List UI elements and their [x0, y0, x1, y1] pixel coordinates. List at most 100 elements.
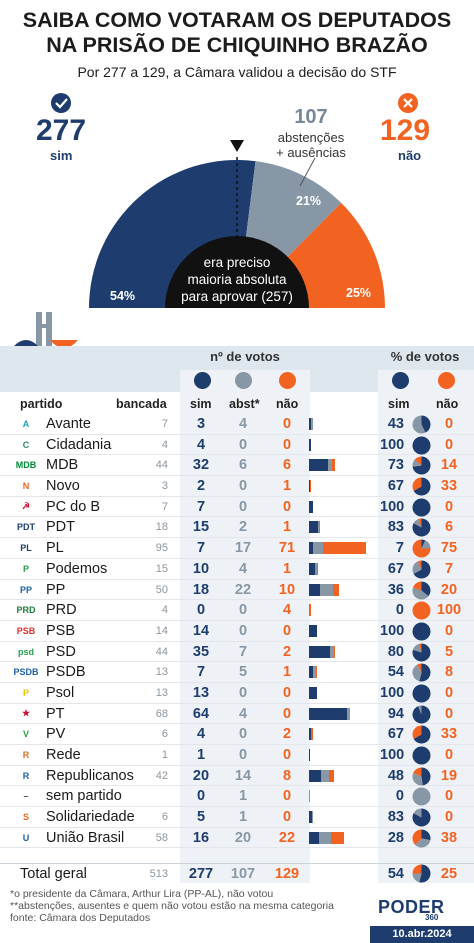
bar-segment-nao — [310, 480, 311, 493]
pie-slice-sim — [413, 725, 431, 744]
party-logo-icon: P — [22, 563, 29, 574]
pie-slice-abst — [418, 705, 422, 715]
table-row: ☭ PC do B 7 7 0 0 100 0 — [0, 497, 474, 518]
party-pct-nao: 20 — [440, 581, 458, 598]
abst-pct-label: 21% — [296, 194, 322, 208]
bar-segment-sim — [309, 583, 320, 596]
party-bancada: 1 — [161, 749, 168, 761]
party-pct-nao: 5 — [444, 643, 454, 660]
party-name: Psol — [46, 684, 75, 701]
pct-nao-dot-icon — [438, 372, 455, 389]
party-sim: 2 — [196, 478, 206, 495]
party-nao: 0 — [282, 622, 292, 639]
party-bancada: 4 — [161, 604, 168, 617]
total-pct-sim: 54 — [387, 866, 404, 882]
bar-segment-abst — [321, 769, 330, 782]
pie-slice-sim — [412, 684, 431, 703]
table-row: PSDB PSDB 13 7 5 1 54 8 — [0, 662, 474, 683]
party-name: Podemos — [46, 560, 108, 577]
party-logo-icon: V — [22, 729, 29, 740]
pie-slice-sim — [421, 829, 431, 840]
total-nao: 129 — [274, 866, 300, 882]
party-bar — [309, 811, 313, 824]
party-pct-nao: 33 — [440, 726, 458, 743]
pie-slice-sim — [419, 663, 431, 682]
party-abst: 0 — [238, 602, 248, 619]
party-name: PV — [46, 726, 66, 743]
party-bancada: 6 — [161, 811, 168, 824]
bar-segment-sim — [309, 811, 312, 824]
pie-slice-nao — [412, 539, 431, 558]
party-bar — [309, 480, 311, 493]
party-bar — [309, 521, 320, 534]
party-name: MDB — [46, 457, 79, 474]
total-pct-nao: 25 — [440, 866, 458, 882]
pie-slice-sim — [412, 498, 431, 517]
party-nao: 2 — [282, 643, 292, 660]
party-name: PL — [46, 540, 64, 557]
party-abst: 17 — [234, 540, 252, 557]
party-bancada: 44 — [155, 645, 168, 658]
party-logo-icon: PSDB — [13, 667, 39, 678]
party-sim: 4 — [196, 436, 206, 453]
bar-segment-sim — [309, 562, 315, 575]
party-bancada: 68 — [155, 707, 168, 720]
bar-segment-nao — [311, 728, 313, 741]
bar-segment-sim — [309, 686, 317, 699]
party-sim: 1 — [196, 747, 206, 763]
party-sim: 16 — [192, 829, 210, 846]
bar-segment-sim — [309, 459, 329, 472]
col-sim: sim — [190, 397, 212, 411]
party-pct-sim: 67 — [387, 478, 404, 495]
party-pie — [412, 767, 431, 786]
pie-slice-sim — [421, 581, 431, 596]
arc-center-disc — [165, 236, 309, 308]
party-pct-sim: 0 — [395, 602, 404, 619]
party-pct-sim: 100 — [380, 684, 405, 701]
title-line-2: NA PRISÃO DE CHIQUINHO BRAZÃO — [46, 33, 428, 57]
pie-slice-abst — [421, 540, 431, 549]
party-pie — [412, 456, 431, 475]
party-name: PT — [46, 705, 65, 722]
party-sim: 0 — [196, 602, 206, 619]
party-pct-nao: 19 — [440, 767, 458, 784]
party-sim: 20 — [192, 767, 210, 784]
abst-label: abstenções + ausências — [276, 130, 346, 160]
party-nao: 0 — [282, 788, 292, 805]
header-pct: % de votos — [390, 349, 460, 364]
pie-slice-nao — [418, 643, 422, 653]
party-name: Cidadania — [46, 436, 112, 453]
bar-segment-nao — [309, 604, 312, 617]
party-pct-sim: 83 — [387, 519, 404, 536]
party-table: A Avante 7 3 4 0 43 0 C Cidadania 4 4 0 0 100 0 MDB MDB 44… — [0, 414, 474, 849]
party-pct-nao: 8 — [444, 664, 454, 681]
party-logo-icon: C — [22, 439, 30, 450]
bar-segment-abst — [313, 542, 324, 555]
party-name: PP — [46, 581, 66, 598]
party-pct-sim: 28 — [387, 829, 404, 846]
party-nao: 0 — [282, 416, 292, 432]
party-sim: 0 — [196, 788, 206, 805]
party-bancada: 15 — [155, 562, 168, 575]
bar-segment-sim — [309, 645, 330, 658]
party-abst: 6 — [238, 457, 248, 474]
party-pct-sim: 0 — [395, 788, 404, 805]
table-row: S Solidariedade 6 5 1 0 83 0 — [0, 807, 474, 828]
party-name: PSB — [46, 622, 76, 639]
party-bancada: 7 — [161, 500, 168, 513]
party-pct-nao: 0 — [444, 684, 454, 701]
party-abst: 2 — [238, 519, 248, 536]
party-pie — [412, 684, 431, 703]
party-abst: 5 — [238, 664, 248, 681]
pie-slice-sim — [413, 477, 431, 496]
pie-slice-nao — [413, 767, 422, 777]
footnote-source: fonte: Câmara dos Deputados — [10, 912, 151, 924]
party-logo-icon: MDB — [15, 460, 37, 471]
party-bar — [309, 438, 312, 451]
pie-slice-abst — [412, 664, 422, 682]
party-logo-icon: R — [22, 770, 30, 781]
table-row: ★ PT 68 64 4 0 94 0 — [0, 704, 474, 725]
total-pie — [412, 864, 431, 883]
pct-sim-dot-icon — [392, 372, 409, 389]
party-pct-nao: 6 — [444, 519, 454, 536]
